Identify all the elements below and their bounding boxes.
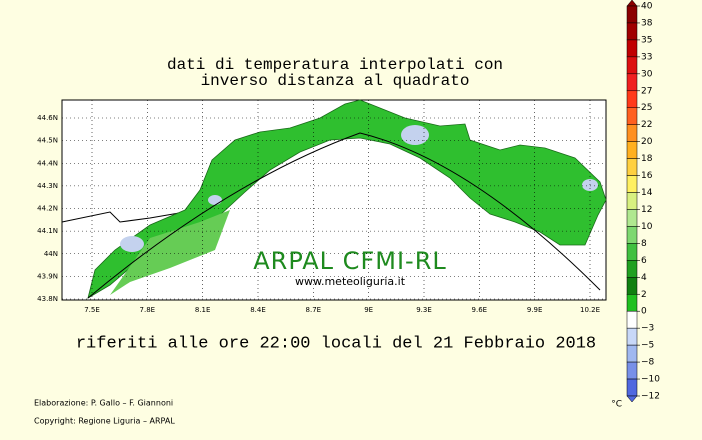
title-line-1: dati di temperatura interpolati con	[167, 56, 503, 74]
colorbar-arrow	[626, 395, 638, 403]
colorbar-label: −12	[641, 392, 660, 402]
colorbar-label: −3	[641, 324, 654, 334]
colorbar-label: 22	[641, 120, 652, 130]
colorbar-swatch	[626, 56, 638, 75]
colorbar-swatch	[626, 90, 638, 108]
copyright: Copyright: Regione Liguria – ARPAL	[34, 417, 175, 426]
colorbar-swatch	[626, 243, 638, 261]
lat-label: 44.4N	[37, 159, 58, 167]
lat-label: 44.3N	[37, 182, 58, 190]
cool-patch	[120, 236, 144, 252]
unit-label: °C	[611, 400, 622, 410]
lon-label: 9.3E	[416, 306, 432, 314]
coastline	[87, 132, 601, 299]
colorbar-label: 2	[641, 290, 647, 300]
warm-patch	[110, 210, 230, 295]
cool-patch	[208, 195, 222, 205]
lon-label: 9.6E	[472, 306, 488, 314]
colorbar-label: 6	[641, 256, 647, 266]
grid: 44.6N 44.5N 44.4N 44.3N 44.2N 44.1N 44N 43.9N 43…	[37, 100, 606, 314]
colorbar-swatch	[626, 327, 638, 346]
lat-label: 44.1N	[37, 227, 58, 235]
colorbar-label: 18	[641, 154, 653, 164]
colorbar-swatch	[626, 361, 638, 380]
lat-label: 44.5N	[37, 137, 58, 145]
colorbar-swatch	[626, 175, 638, 193]
colorbar-label: 40	[641, 2, 653, 12]
colorbar-swatch	[626, 378, 638, 397]
colorbar-label: 14	[641, 188, 653, 198]
colorbar-label: 0	[641, 307, 647, 317]
lat-label: 44.6N	[37, 114, 58, 122]
title-line-2: inverso distanza al quadrato	[201, 72, 470, 90]
lon-label: 8.7E	[306, 306, 322, 314]
colorbar-label: 25	[641, 103, 652, 113]
colorbar-label: 4	[641, 273, 647, 283]
colorbar-label: 16	[641, 171, 653, 181]
colorbar-swatch	[626, 260, 638, 278]
border-line	[61, 211, 186, 223]
map-frame: 44.6N 44.5N 44.4N 44.3N 44.2N 44.1N 44N 43.9N 43…	[37, 99, 607, 314]
lat-label: 43.9N	[37, 272, 58, 280]
colorbar-label: 38	[641, 18, 653, 28]
colorbar-label: 27	[641, 86, 652, 96]
credit: Elaborazione: P. Gallo – F. Giannoni	[34, 399, 173, 408]
lon-label: 7.5E	[84, 306, 100, 314]
colorbar-swatch	[626, 209, 638, 227]
subtitle: riferiti alle ore 22:00 locali del 21 Fe…	[76, 334, 596, 353]
colorbar-swatch	[626, 22, 638, 41]
colorbar-swatch	[626, 39, 638, 58]
colorbar-label: 20	[641, 137, 653, 147]
lon-label: 8.4E	[250, 306, 266, 314]
colorbar-swatch	[626, 158, 638, 176]
colorbar-label: 33	[641, 52, 652, 62]
colorbar-swatch	[626, 344, 638, 363]
colorbar-swatch	[626, 5, 638, 24]
colorbar-swatch	[626, 141, 638, 159]
colorbar-label: 12	[641, 205, 652, 215]
colorbar-swatch	[626, 124, 638, 142]
colorbar-label: −10	[641, 375, 660, 385]
colorbar-label: −5	[641, 341, 654, 351]
website: www.meteoliguria.it	[295, 275, 406, 288]
colorbar-label: −8	[641, 358, 655, 368]
colorbar-swatch	[626, 310, 638, 329]
colorbar-swatch	[626, 226, 638, 244]
colorbar-swatch	[626, 73, 638, 92]
colorbar: 403835333027252220181614121086420−3−5−8−…	[626, 0, 660, 403]
lon-label: 8.1E	[195, 306, 211, 314]
cool-patch	[401, 125, 429, 145]
colorbar-label: 8	[641, 239, 647, 249]
colorbar-swatch	[626, 294, 638, 312]
lon-label: 10.2E	[580, 306, 600, 314]
lat-label: 44N	[44, 250, 58, 258]
colorbar-swatch	[626, 277, 638, 295]
region-temperature-field	[87, 99, 607, 299]
watermark: ARPAL CFMI-RL	[253, 247, 447, 275]
colorbar-swatch	[626, 192, 638, 210]
lon-label: 7.8E	[140, 306, 156, 314]
lat-label: 44.2N	[37, 205, 58, 213]
colorbar-swatch	[626, 107, 638, 125]
colorbar-label: 30	[641, 69, 653, 79]
colorbar-label: 35	[641, 35, 652, 45]
lon-label: 9E	[364, 306, 373, 314]
lon-label: 9.9E	[527, 306, 543, 314]
lat-label: 43.8N	[37, 295, 58, 303]
colorbar-label: 10	[641, 222, 653, 232]
